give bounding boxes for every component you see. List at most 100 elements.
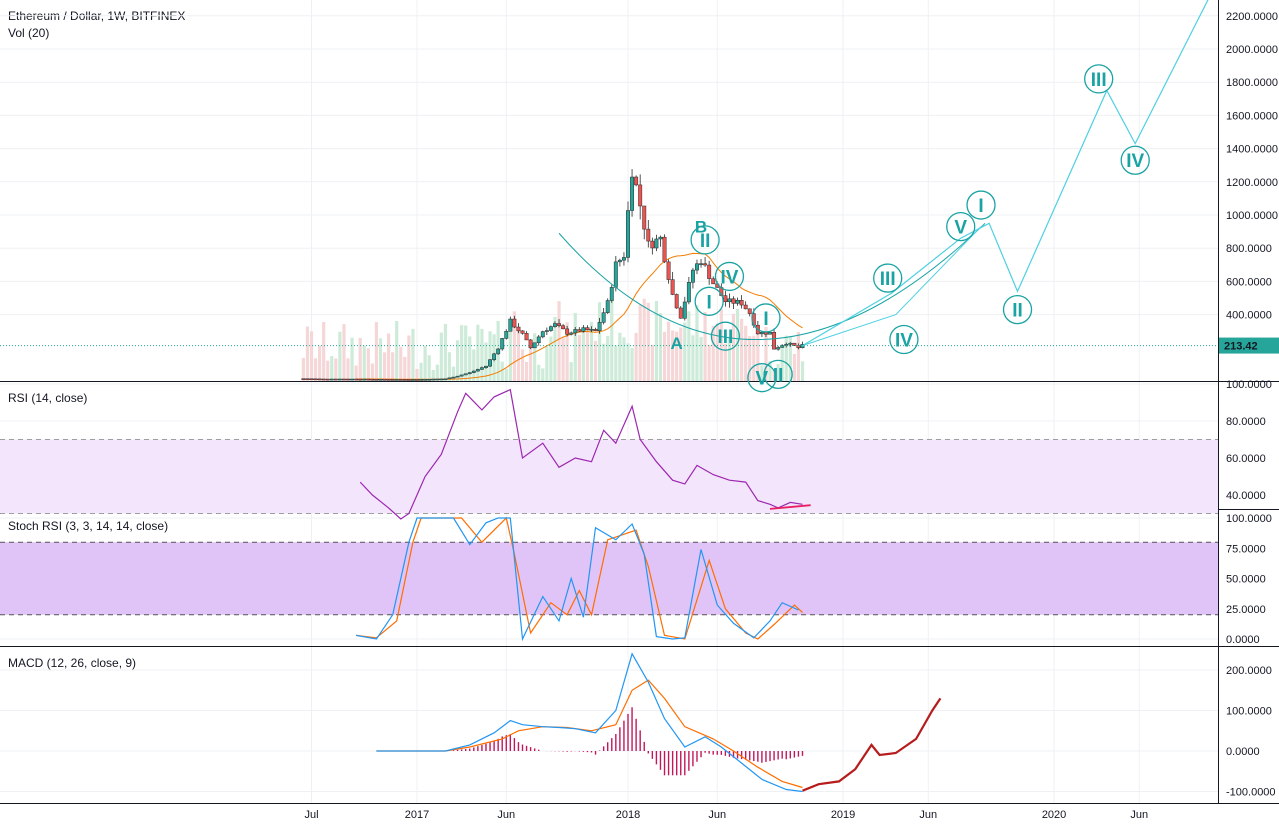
volume-bar [362,345,366,381]
wave-label: V [946,211,976,242]
candle-body [581,327,586,332]
volume-bar [354,365,358,381]
price-axis-label: 100.0000 [1226,379,1272,391]
volume-bar [403,356,407,381]
candle [504,329,509,340]
rsi-band [0,439,1218,514]
price-axis-label: 200.0000 [1226,665,1272,677]
candle [674,293,679,309]
volume-bar [573,312,577,381]
candle-body [654,238,659,249]
candle-body [528,339,533,349]
candle [467,372,472,375]
volume-bar [715,323,719,381]
candle-body [378,378,383,381]
candle-body [630,176,635,211]
candle [520,330,525,335]
candle-body [690,269,695,283]
candle-body [699,263,703,265]
candle [597,318,602,334]
volume-bar [646,302,650,381]
price-axis-label: 800.0000 [1226,243,1272,255]
price-axis-label: 75.0000 [1226,543,1266,555]
candle-body [467,372,472,375]
rounding-bottom-arc [558,222,986,340]
candle [690,267,695,289]
wave-label-text: IV [1126,151,1144,172]
candle [488,359,492,368]
candle [670,271,675,296]
volume-bar [395,320,399,381]
candle-body [776,347,781,350]
volume-bar [622,337,626,381]
candle-body [642,205,647,230]
wave-label: III [873,263,903,293]
candle-body [471,370,476,373]
candle [370,378,375,381]
candle [410,379,415,381]
candle [695,259,699,275]
candle-body [333,378,338,381]
wave-label-text: II [773,365,784,386]
candle [666,259,671,284]
candle [362,378,367,381]
candle [585,325,590,331]
volume-bar [593,340,598,381]
candle [711,276,716,285]
candle [630,169,635,217]
candle [423,379,428,381]
volume-bar [565,322,569,381]
wave-label-text: III [1091,70,1107,91]
candle [524,331,529,341]
candle [544,327,549,335]
volume-bar [658,312,663,381]
candle [617,258,622,267]
wave-label: A [671,334,683,353]
candle-body [557,323,561,326]
macd-pane-title: MACD (12, 26, close, 9) [8,656,137,670]
candle-body [707,264,712,279]
candle-body [548,326,553,331]
candle [374,379,379,381]
candle-body [605,300,610,313]
candle [378,378,383,381]
candle-body [601,312,606,323]
candle-body [329,378,334,381]
candle-body [792,342,797,346]
candle-body [768,332,772,335]
candle [646,219,651,248]
candle [682,296,687,321]
volume-bar [780,345,784,381]
wave-circle [763,359,793,390]
volume-bar [553,316,557,381]
candle-body [423,379,428,381]
candle-body [524,333,529,341]
wave-projection-line [802,0,1209,347]
volume-bar [727,336,732,381]
candle-body [569,332,574,335]
candle-body [561,325,566,330]
wave-circle [690,225,720,255]
volume-bar [752,335,756,381]
volume-bar [760,365,764,381]
volume-bar [301,357,305,381]
candle-body [337,378,342,381]
candle-body [370,378,375,381]
volume-bar [500,361,504,381]
candle [500,337,505,351]
price-axis-label: 80.0000 [1226,416,1266,428]
macd-forecast-line [802,697,942,792]
price-axis-label: 100.0000 [1226,706,1272,718]
candle-body [394,379,399,381]
candle [703,257,708,267]
candle-body [419,379,424,381]
time-axis-label: Jul [304,809,318,821]
wave-circle [889,324,919,355]
candle-body [711,278,716,285]
candle-body [670,279,675,295]
price-axis-label: 400.0000 [1226,310,1272,322]
volume-bar [484,342,488,381]
volume-bar [378,338,383,381]
candle [402,379,407,381]
